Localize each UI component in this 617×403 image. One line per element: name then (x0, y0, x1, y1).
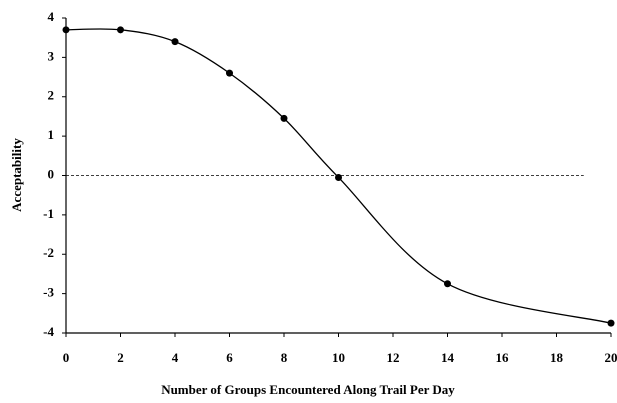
x-tick-label: 8 (281, 350, 288, 365)
x-tick-label: 12 (387, 350, 400, 365)
x-tick-label: 4 (172, 350, 179, 365)
marker (280, 114, 288, 122)
y-tick-label: 3 (48, 48, 55, 63)
marker (226, 69, 233, 77)
y-tick-label: 0 (48, 166, 55, 181)
marker (607, 319, 615, 327)
marker (444, 280, 451, 288)
y-tick-label: -4 (43, 324, 54, 339)
x-axis-title: Number of Groups Encountered Along Trail… (161, 382, 455, 397)
marker (117, 26, 124, 34)
x-tick-label: 20 (605, 350, 617, 365)
x-tick-label: 2 (117, 350, 124, 365)
x-tick-label: 6 (226, 350, 233, 365)
x-tick-label: 16 (496, 350, 510, 365)
y-tick-label: 1 (48, 127, 55, 142)
x-tick-label: 18 (550, 350, 564, 365)
y-tick-label: -3 (43, 285, 54, 300)
marker (171, 38, 179, 46)
x-tick-label: 10 (332, 350, 345, 365)
marker (335, 173, 342, 181)
marker (62, 26, 70, 34)
y-tick-label: 2 (48, 88, 55, 103)
y-tick-label: 4 (48, 9, 55, 24)
x-tick-label: 0 (63, 350, 70, 365)
x-tick-label: 14 (441, 350, 455, 365)
y-axis-title: Acceptability (9, 138, 24, 212)
y-tick-label: -1 (43, 206, 54, 221)
y-tick-label: -2 (43, 245, 54, 260)
